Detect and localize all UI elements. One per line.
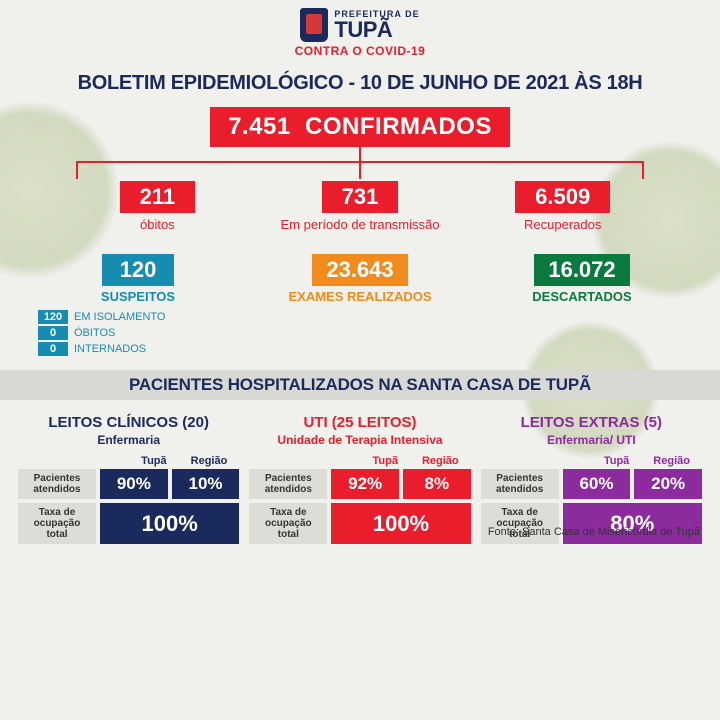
- descartados-col: 16.072 DESCARTADOS: [482, 254, 682, 304]
- exames-value: 23.643: [312, 254, 407, 286]
- taxa-label: Taxa de ocupação total: [18, 503, 96, 544]
- extras-title: LEITOS EXTRAS (5): [481, 414, 702, 431]
- transmissao-value: 731: [322, 181, 399, 213]
- clinicos-total: 100%: [100, 503, 239, 544]
- suspeitos-sublist: 120 EM ISOLAMENTO 0 ÓBITOS 0 INTERNADOS: [38, 310, 238, 356]
- pac-label: Pacientes atendidos: [249, 469, 327, 499]
- suspeitos-value: 120: [102, 254, 175, 286]
- clinicos-title: LEITOS CLÍNICOS (20): [18, 414, 239, 431]
- clinicos-tr-labels: Tupã Região: [18, 455, 239, 467]
- confirmados-value: 7.451: [228, 113, 291, 140]
- pac-label: Pacientes atendidos: [481, 469, 559, 499]
- extras-tupa: 60%: [563, 469, 631, 499]
- breakdown-row: 211 óbitos 731 Em período de transmissão…: [56, 181, 664, 232]
- sub-isolamento-n: 120: [38, 310, 68, 324]
- extras-sub: Enfermaria/ UTI: [481, 433, 702, 447]
- uti-tr-labels: Tupã Região: [249, 455, 470, 467]
- uti-title: UTI (25 LEITOS): [249, 414, 470, 431]
- exames-col: 23.643 EXAMES REALIZADOS: [238, 254, 482, 304]
- clinicos-regiao: 10%: [172, 469, 240, 499]
- transmissao-label: Em período de transmissão: [259, 217, 462, 232]
- sub-internados-n: 0: [38, 342, 68, 356]
- descartados-label: DESCARTADOS: [482, 289, 682, 304]
- header: PREFEITURA DE TUPÃ CONTRA O COVID-19 BOL…: [0, 0, 720, 147]
- pac-label: Pacientes atendidos: [18, 469, 96, 499]
- divider-text: PACIENTES HOSPITALIZADOS NA SANTA CASA D…: [129, 375, 591, 395]
- taxa-label: Taxa de ocupação total: [249, 503, 327, 544]
- uti-col: UTI (25 LEITOS) Unidade de Terapia Inten…: [249, 414, 470, 548]
- recuperados-value: 6.509: [515, 181, 610, 213]
- extras-regiao: 20%: [634, 469, 702, 499]
- recuperados-label: Recuperados: [461, 217, 664, 232]
- obitos-col: 211 óbitos: [56, 181, 259, 232]
- descartados-value: 16.072: [534, 254, 629, 286]
- city-shield-icon: [300, 8, 328, 42]
- divider: PACIENTES HOSPITALIZADOS NA SANTA CASA D…: [0, 370, 720, 400]
- tagline: CONTRA O COVID-19: [0, 44, 720, 58]
- source: Fonte: Santa Casa de Misericórdia de Tup…: [488, 526, 700, 538]
- transmissao-col: 731 Em período de transmissão: [259, 181, 462, 232]
- uti-total: 100%: [331, 503, 470, 544]
- obitos-label: óbitos: [56, 217, 259, 232]
- suspeitos-col: 120 SUSPEITOS 120 EM ISOLAMENTO 0 ÓBITOS 0…: [38, 254, 238, 356]
- uti-regiao: 8%: [403, 469, 471, 499]
- page-title: BOLETIM EPIDEMIOLÓGICO - 10 DE JUNHO DE …: [0, 72, 720, 95]
- clinicos-tupa: 90%: [100, 469, 168, 499]
- sub-isolamento-t: EM ISOLAMENTO: [74, 311, 165, 323]
- sub-obitos-n: 0: [38, 326, 68, 340]
- sub-internados-t: INTERNADOS: [74, 343, 146, 355]
- recuperados-col: 6.509 Recuperados: [461, 181, 664, 232]
- uti-tupa: 92%: [331, 469, 399, 499]
- uti-sub: Unidade de Terapia Intensiva: [249, 433, 470, 447]
- tree-connector: [76, 147, 644, 181]
- confirmados-box: 7.451 CONFIRMADOS: [210, 107, 510, 147]
- city-name: TUPÃ: [334, 19, 419, 41]
- logo: PREFEITURA DE TUPÃ: [0, 8, 720, 42]
- exames-label: EXAMES REALIZADOS: [238, 289, 482, 304]
- sub-obitos-t: ÓBITOS: [74, 327, 115, 339]
- stats-row-2: 120 SUSPEITOS 120 EM ISOLAMENTO 0 ÓBITOS 0…: [38, 254, 682, 356]
- confirmados-label: CONFIRMADOS: [305, 113, 492, 140]
- clinicos-sub: Enfermaria: [18, 433, 239, 447]
- extras-tr-labels: Tupã Região: [481, 455, 702, 467]
- obitos-value: 211: [120, 181, 196, 213]
- clinicos-col: LEITOS CLÍNICOS (20) Enfermaria Tupã Reg…: [18, 414, 239, 548]
- suspeitos-label: SUSPEITOS: [38, 289, 238, 304]
